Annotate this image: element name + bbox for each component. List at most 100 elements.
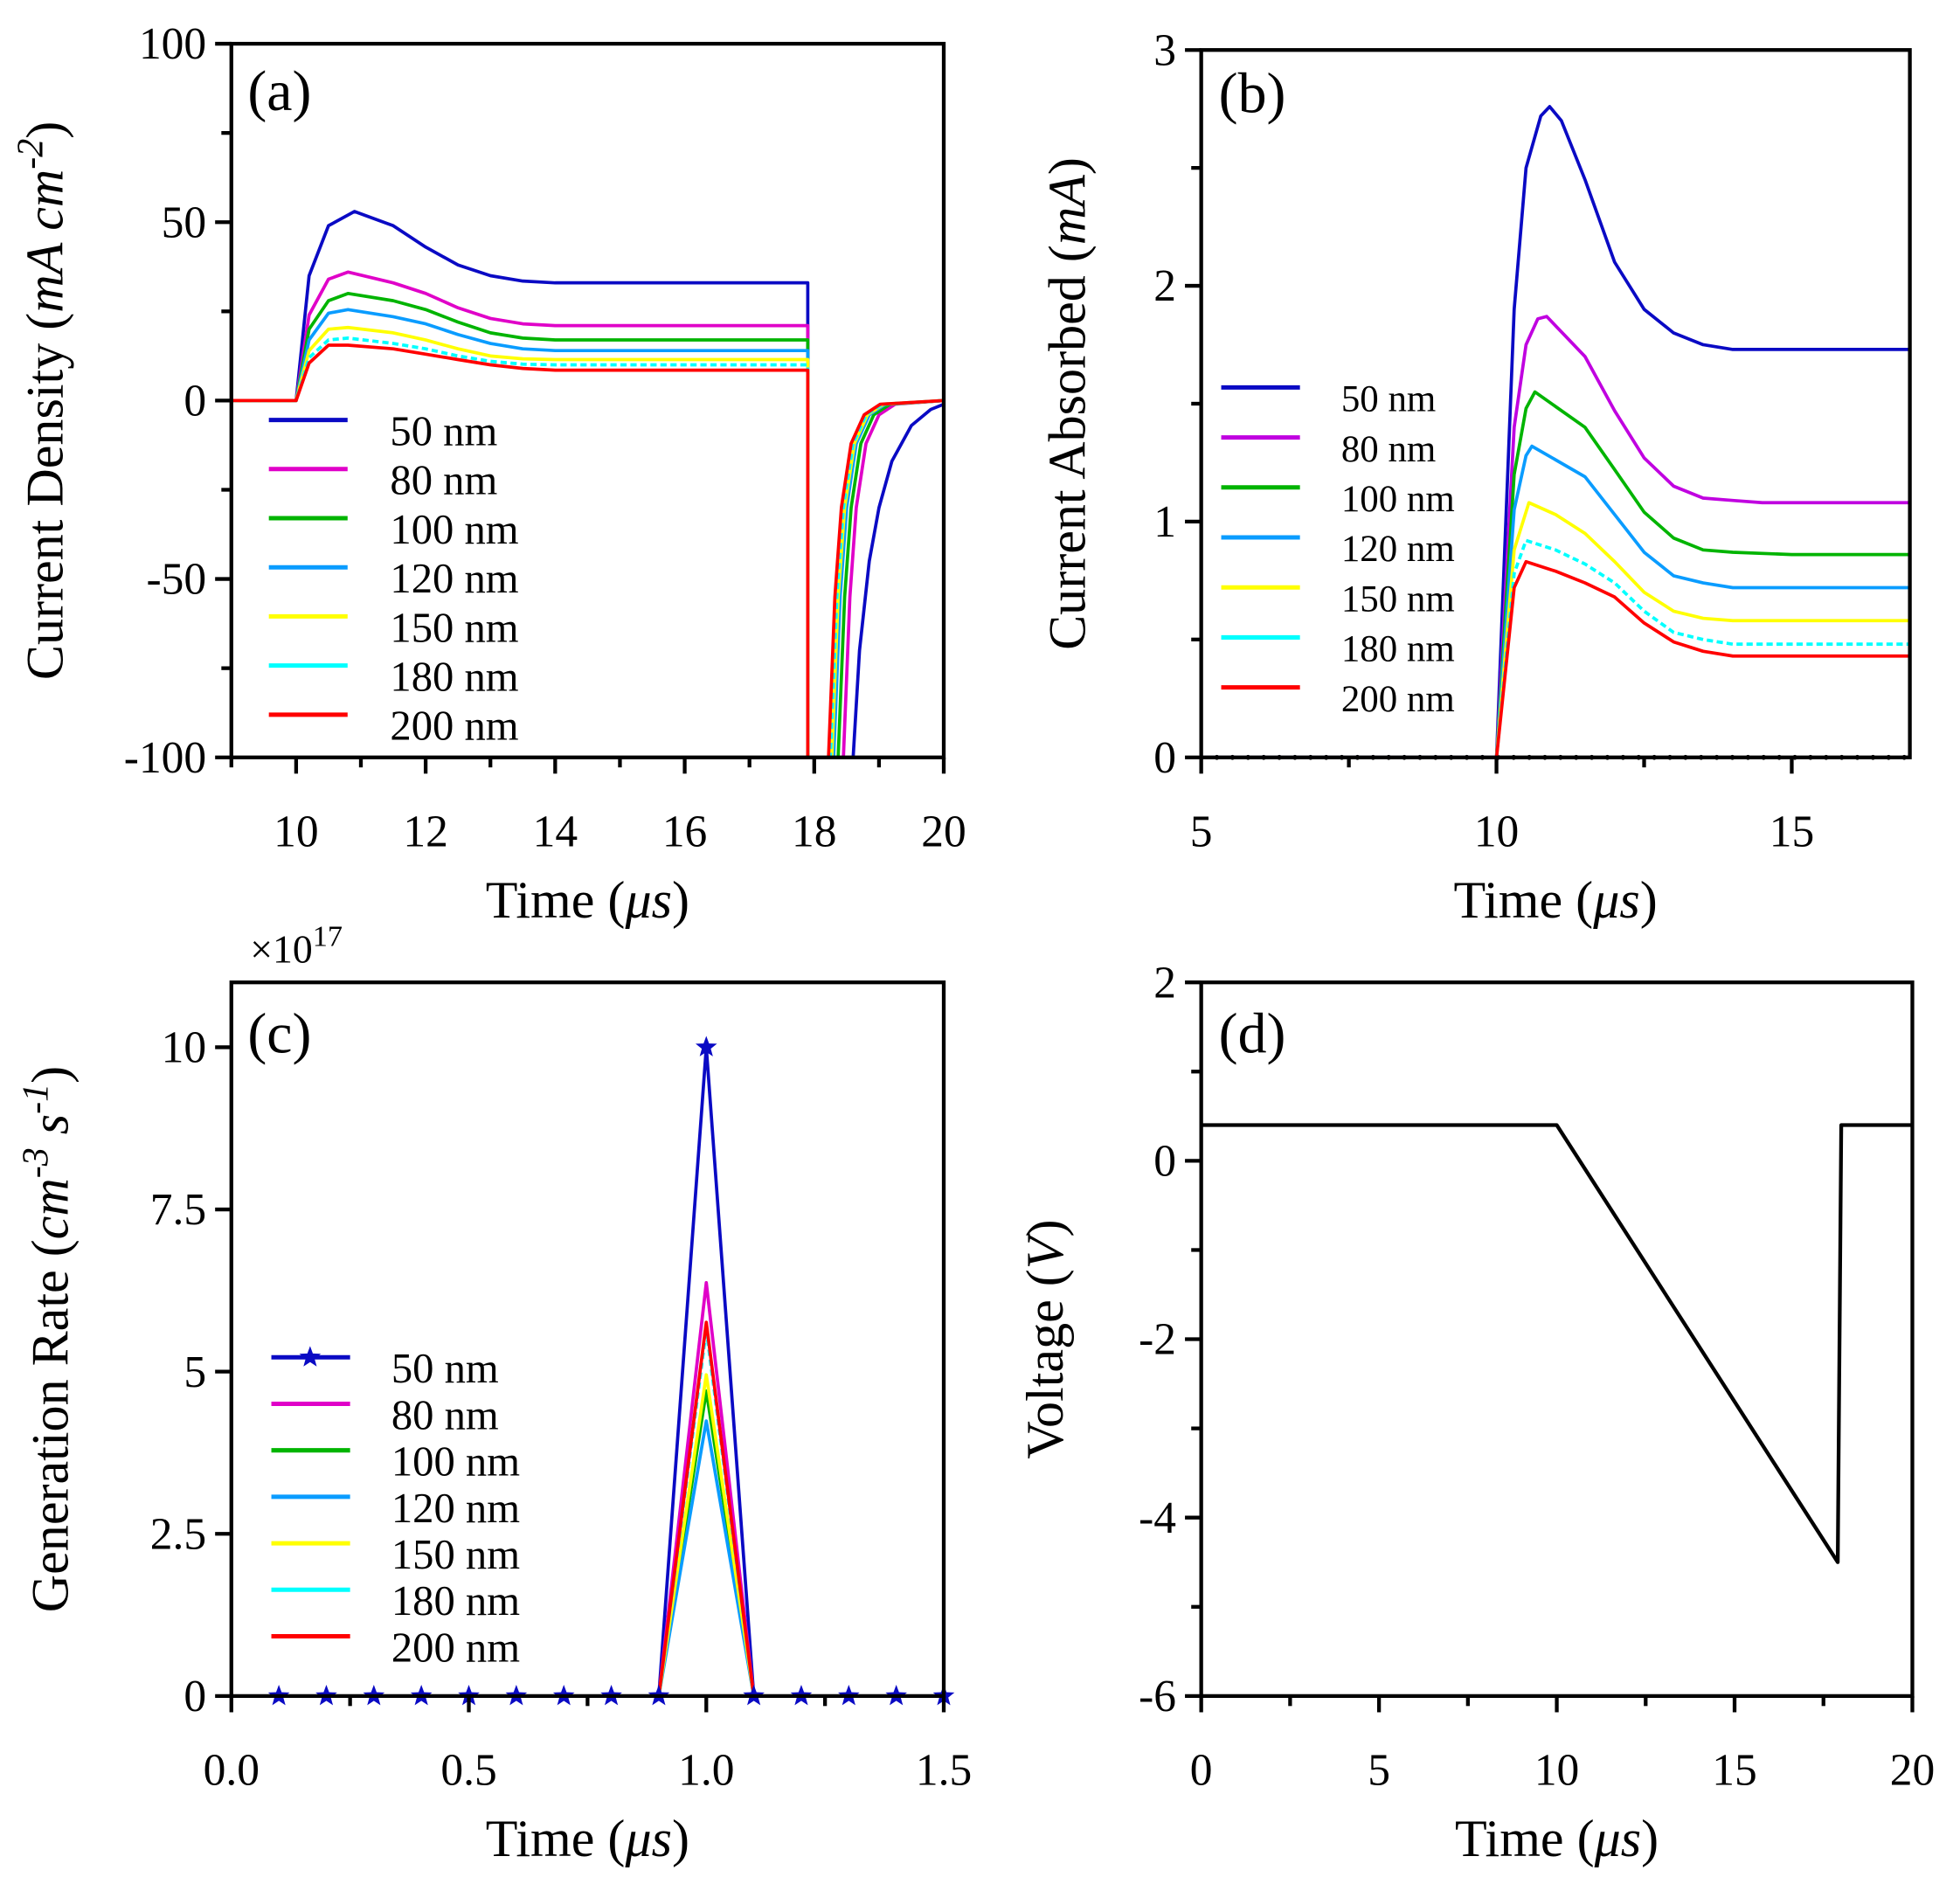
legend-label: 80 nm xyxy=(1341,429,1436,470)
label-segment: μs xyxy=(1592,870,1640,929)
label-segment: ) xyxy=(672,1809,689,1867)
y-tick-label: 5 xyxy=(184,1347,206,1397)
label-segment: ) xyxy=(20,1066,79,1084)
y-tick-label: 1 xyxy=(1153,497,1176,547)
legend-label: 100 nm xyxy=(391,1438,520,1486)
label-segment: ) xyxy=(1038,157,1097,175)
label-segment: ) xyxy=(1640,870,1658,929)
label-segment: Time ( xyxy=(486,1809,626,1867)
plot-frame xyxy=(1199,48,1912,759)
y-tick-label: 100 xyxy=(139,19,206,69)
x-axis-label: Time (μs) xyxy=(1455,1809,1659,1867)
series-line-150nm xyxy=(1494,501,1910,758)
legend-label: 180 nm xyxy=(390,654,518,701)
legend-item: 100 nm xyxy=(271,1438,520,1486)
label-segment: Time ( xyxy=(1455,1809,1595,1867)
legend-label: 120 nm xyxy=(1341,529,1455,570)
x-tick-label: 15 xyxy=(1770,807,1814,856)
label-segment: cm xyxy=(20,1178,79,1239)
label-segment: Time ( xyxy=(1454,870,1594,929)
y-tick-label: -100 xyxy=(124,733,206,783)
plot-frame xyxy=(1199,980,1915,1699)
multiplier-exponent: 17 xyxy=(313,919,343,952)
y-axis-label: Generation Rate (cm-3 s-1) xyxy=(16,1066,79,1612)
x-tick-label: 10 xyxy=(1474,807,1519,856)
x-tick-label: 16 xyxy=(662,807,707,856)
label-segment: Current Absorbed ( xyxy=(1038,245,1097,650)
y-tick-label: 0 xyxy=(184,377,206,426)
series-line-80nm xyxy=(231,270,945,758)
x-tick-label: 0 xyxy=(1190,1745,1213,1795)
panel-label: (b) xyxy=(1219,62,1286,126)
series-line-200nm xyxy=(231,343,945,758)
series-line-80nm xyxy=(657,1281,756,1696)
legend-label: 200 nm xyxy=(391,1624,520,1671)
y-tick-label: 0 xyxy=(1153,733,1176,783)
legend-label: 200 nm xyxy=(390,703,518,750)
legend-label: 150 nm xyxy=(390,604,518,651)
legend-label: 200 nm xyxy=(1341,679,1455,720)
legend-label: 50 nm xyxy=(1341,379,1436,420)
legend-item: 80 nm xyxy=(271,1391,499,1438)
panel-label: (d) xyxy=(1219,1001,1286,1065)
legend-item: 80 nm xyxy=(268,457,497,504)
series-line-80nm xyxy=(1494,315,1910,758)
series-line-180nm xyxy=(231,336,945,758)
legend-label: 120 nm xyxy=(390,555,518,602)
legend-item: 180 nm xyxy=(271,1577,520,1624)
label-segment: V xyxy=(1015,1231,1074,1269)
series-line-200nm xyxy=(1494,559,1910,758)
label-segment: -1 xyxy=(16,1084,56,1114)
legend-label: 50 nm xyxy=(391,1345,499,1392)
label-segment: Time ( xyxy=(486,870,626,929)
y-tick-label: 3 xyxy=(1153,25,1176,75)
label-segment: ) xyxy=(1641,1809,1659,1867)
legend-label: 100 nm xyxy=(1341,479,1455,520)
label-segment: -3 xyxy=(16,1147,56,1178)
series-line-50nm xyxy=(231,210,945,758)
panel-label: (a) xyxy=(247,59,311,123)
y-tick-label: 10 xyxy=(162,1023,206,1073)
label-segment: μs xyxy=(624,870,672,929)
legend-item: 180 nm xyxy=(268,654,519,701)
legend-item: 100 nm xyxy=(268,506,519,553)
y-tick-label: 2 xyxy=(1153,261,1176,311)
y-tick-label: -6 xyxy=(1139,1672,1176,1721)
x-axis-label: Time (μs) xyxy=(486,1809,689,1867)
legend-label: 180 nm xyxy=(1341,629,1455,670)
y-axis-label: Current Absorbed (mA) xyxy=(1038,157,1097,650)
y-tick-label: 2 xyxy=(1153,958,1176,1008)
legend-label: 120 nm xyxy=(391,1485,520,1532)
series-line-150nm xyxy=(657,1373,756,1696)
y-axis-label: Current Density (mA cm-2) xyxy=(11,121,74,680)
x-tick-label: 15 xyxy=(1712,1745,1756,1795)
x-tick-label: 14 xyxy=(533,807,578,856)
y-axis-label: Voltage (V) xyxy=(1015,1219,1074,1458)
label-segment: Voltage ( xyxy=(1015,1269,1074,1458)
y-tick-label: -50 xyxy=(147,555,207,605)
series-line-Voltage xyxy=(1201,1123,1913,1564)
label-segment: ) xyxy=(16,121,74,139)
series-line-100nm xyxy=(231,291,945,758)
legend-item: 150 nm xyxy=(1221,578,1455,620)
series-line-120nm xyxy=(1494,444,1910,758)
legend-item: 50 nm xyxy=(268,407,497,454)
x-tick-label: 5 xyxy=(1190,807,1213,856)
legend-item: 120 nm xyxy=(271,1485,520,1532)
legend-label: 100 nm xyxy=(390,506,518,553)
y-tick-label: -2 xyxy=(1139,1315,1176,1365)
x-tick-label: 20 xyxy=(921,807,966,856)
x-tick-label: 5 xyxy=(1368,1745,1390,1795)
label-segment: Current Density ( xyxy=(16,313,74,680)
y-tick-label: 50 xyxy=(162,197,206,247)
series-line-100nm xyxy=(1494,390,1910,758)
label-segment: s xyxy=(20,1114,79,1147)
x-tick-label: 18 xyxy=(792,807,836,856)
multiplier-base: ×10 xyxy=(250,926,313,971)
legend-star-icon xyxy=(299,1346,322,1367)
label-segment: mA cm xyxy=(16,170,74,313)
y-tick-label: 0 xyxy=(1153,1137,1176,1187)
